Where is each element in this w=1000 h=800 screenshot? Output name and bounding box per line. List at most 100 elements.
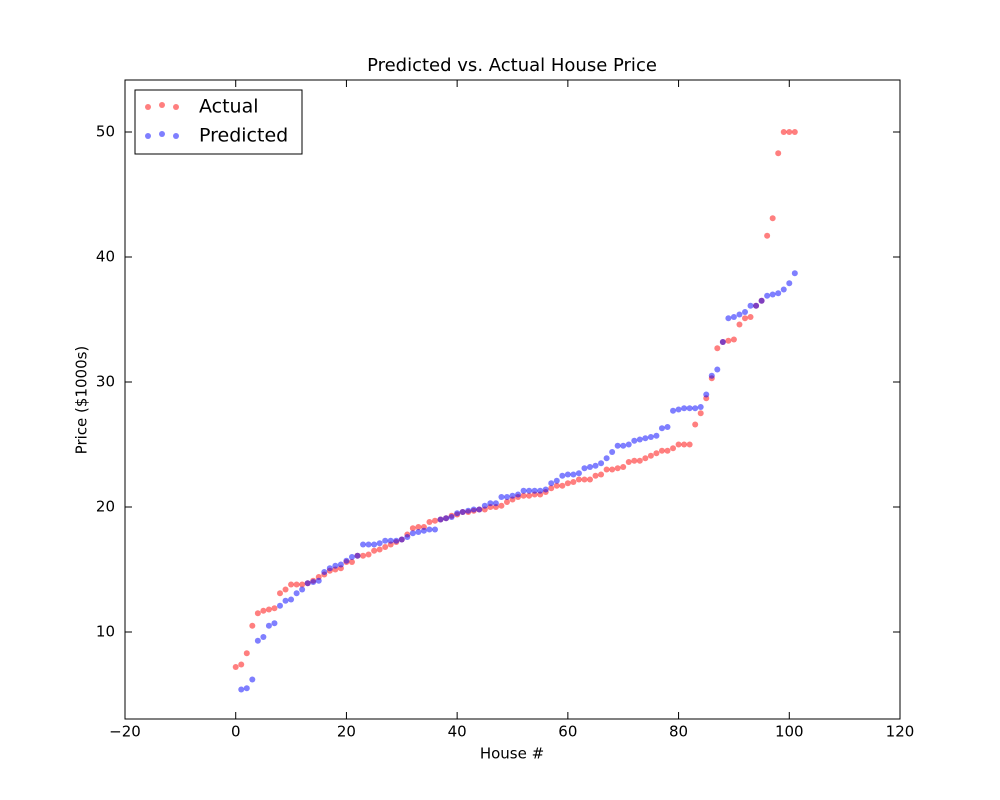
data-point	[515, 491, 522, 498]
data-point	[354, 552, 361, 559]
legend-marker	[173, 133, 179, 139]
data-point	[725, 315, 732, 322]
data-point	[260, 607, 267, 614]
data-point	[238, 686, 245, 693]
data-point	[692, 421, 699, 428]
data-point	[703, 391, 710, 398]
data-point	[321, 569, 328, 575]
data-point	[443, 515, 450, 522]
data-point	[476, 506, 483, 513]
data-point	[742, 315, 748, 322]
data-point	[503, 499, 510, 505]
data-point	[437, 516, 444, 523]
data-point	[553, 477, 560, 484]
data-point	[288, 596, 295, 603]
data-point	[625, 459, 632, 465]
data-point	[465, 507, 472, 514]
data-point	[592, 462, 599, 469]
data-point	[658, 447, 665, 454]
x-tick-label: 20	[337, 723, 356, 741]
data-point	[265, 622, 272, 629]
data-point	[548, 480, 555, 487]
data-point	[415, 529, 422, 535]
data-point	[581, 476, 588, 483]
data-point	[531, 487, 538, 494]
data-point	[775, 290, 782, 297]
data-point	[564, 471, 571, 478]
legend-label: Predicted	[199, 125, 288, 147]
data-point	[681, 441, 688, 448]
data-point	[509, 492, 516, 499]
data-point	[365, 541, 372, 548]
data-point	[326, 565, 333, 572]
data-point	[481, 502, 488, 509]
legend-label: Actual	[199, 96, 259, 118]
data-point	[686, 405, 693, 412]
data-point	[348, 559, 355, 565]
data-point	[376, 546, 383, 553]
data-point	[304, 580, 311, 587]
data-point	[730, 336, 737, 343]
x-tick-label: 100	[775, 723, 804, 741]
y-tick-label: 40	[96, 248, 115, 266]
data-point	[697, 410, 704, 417]
data-point	[271, 620, 278, 627]
data-point	[697, 404, 704, 410]
x-tick-label: 80	[669, 723, 688, 741]
data-point	[747, 314, 754, 320]
data-point	[265, 606, 272, 613]
data-point	[664, 447, 671, 454]
data-point	[758, 297, 765, 304]
data-point	[598, 460, 605, 467]
data-point	[348, 554, 355, 560]
data-point	[454, 510, 461, 517]
data-point	[420, 527, 427, 534]
chart-title: Predicted vs. Actual House Price	[367, 55, 657, 76]
data-point	[769, 291, 776, 298]
data-point	[238, 661, 245, 668]
data-point	[736, 321, 743, 328]
data-point	[459, 509, 466, 515]
x-tick-label: 40	[448, 723, 467, 741]
data-point	[232, 664, 239, 670]
legend-box	[134, 89, 303, 155]
data-point	[642, 435, 649, 442]
data-point	[360, 541, 367, 548]
data-point	[769, 215, 776, 222]
data-point	[736, 311, 743, 318]
data-point	[625, 441, 632, 448]
data-point	[587, 476, 593, 483]
data-point	[243, 685, 250, 692]
data-point	[426, 519, 433, 525]
y-tick-label: 30	[96, 373, 115, 391]
data-point	[371, 547, 378, 554]
data-point	[753, 302, 760, 309]
data-point	[603, 455, 610, 462]
data-point	[780, 129, 787, 135]
plot-frame	[124, 79, 901, 720]
data-point	[609, 449, 616, 455]
data-point	[653, 432, 660, 439]
data-point	[747, 302, 754, 309]
data-point	[786, 280, 793, 287]
x-axis-label: House #	[480, 745, 544, 763]
data-point	[288, 581, 295, 588]
data-point	[343, 557, 350, 564]
data-point	[332, 562, 339, 569]
data-point	[559, 472, 566, 479]
data-point	[692, 405, 699, 412]
data-point	[382, 544, 389, 550]
data-point	[791, 129, 798, 135]
data-point	[764, 292, 771, 299]
data-point	[730, 314, 737, 320]
data-point	[526, 487, 533, 494]
data-point	[282, 597, 289, 604]
data-point	[254, 637, 261, 644]
data-point	[575, 476, 582, 483]
data-point	[786, 129, 793, 135]
y-axis-label: Price ($1000s)	[73, 346, 91, 455]
data-point	[581, 465, 588, 472]
data-point	[337, 561, 344, 568]
x-tick-label: −20	[109, 723, 141, 741]
